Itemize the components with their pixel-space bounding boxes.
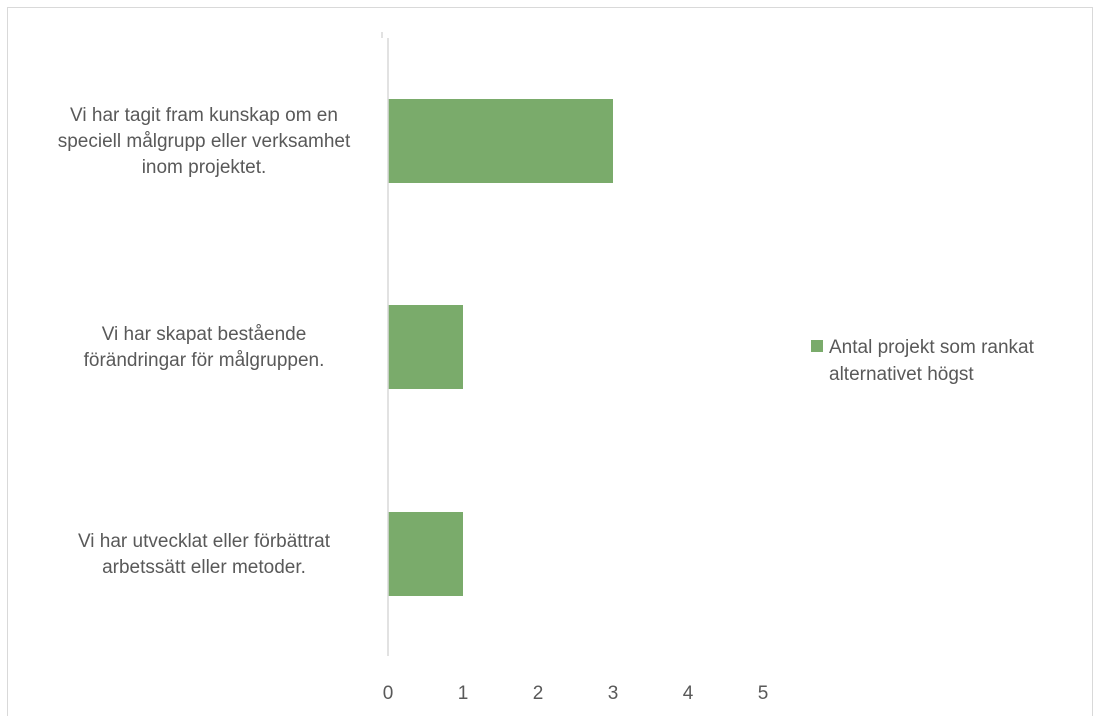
- legend-label-line: Antal projekt som rankat: [829, 337, 1035, 358]
- bar: [388, 99, 613, 183]
- bar: [388, 512, 463, 596]
- category-label-line: inom projektet.: [142, 157, 267, 178]
- x-tick-label: 0: [383, 683, 394, 704]
- x-tick-label: 1: [458, 683, 469, 704]
- bar: [388, 305, 463, 389]
- category-labels: Vi har tagit fram kunskap om en speciell …: [58, 105, 351, 578]
- category-label-line: Vi har skapat bestående: [102, 324, 307, 345]
- category-label: Vi har skapat bestående förändringar för …: [84, 324, 325, 371]
- x-tick-label: 2: [533, 683, 544, 704]
- legend-swatch: [811, 340, 823, 352]
- category-label-line: förändringar för målgruppen.: [84, 350, 325, 371]
- category-label-line: Vi har tagit fram kunskap om en: [70, 105, 338, 126]
- bars-layer: [388, 99, 613, 596]
- legend: Antal projekt som rankat alternativet hög…: [811, 337, 1035, 385]
- legend-label-line: alternativet högst: [829, 364, 974, 385]
- x-tick-labels: 0 1 2 3 4 5: [383, 683, 769, 704]
- x-tick-label: 3: [608, 683, 619, 704]
- category-label: Vi har tagit fram kunskap om en speciell …: [58, 105, 351, 178]
- category-label: Vi har utvecklat eller förbättrat arbetss…: [78, 531, 331, 578]
- category-label-line: Vi har utvecklat eller förbättrat: [78, 531, 331, 552]
- category-label-line: speciell målgrupp eller verksamhet: [58, 131, 351, 152]
- x-tick-label: 5: [758, 683, 769, 704]
- x-tick-label: 4: [683, 683, 694, 704]
- category-label-line: arbetssätt eller metoder.: [102, 557, 306, 578]
- axis-layer: [381, 32, 389, 656]
